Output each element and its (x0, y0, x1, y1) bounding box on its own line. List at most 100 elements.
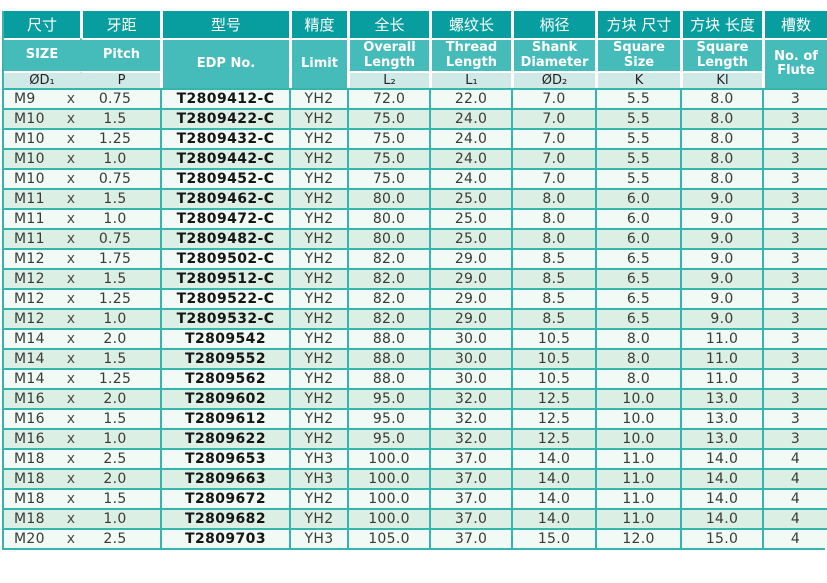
cell-pitch: 1.0 (103, 211, 127, 228)
header-en-limit: Limit (289, 38, 347, 89)
cell-edp: T2809432-C (160, 128, 289, 149)
cell-square-size: 6.5 (595, 268, 680, 289)
cell-size: M10 (14, 171, 45, 188)
header-sym-l2: L₂ (347, 71, 429, 89)
cell-limit: YH2 (289, 408, 347, 429)
cell-pitch: 1.0 (103, 311, 127, 328)
cell-thread-length: 37.0 (429, 448, 511, 469)
cell-square-length: 9.0 (680, 268, 762, 289)
cell-flutes: 3 (762, 368, 827, 389)
cell-size: M14 (14, 351, 45, 368)
cell-limit: YH2 (289, 148, 347, 169)
header-cn-shank-diameter: 柄径 (511, 11, 595, 38)
cell-shank-diameter: 8.0 (511, 208, 595, 229)
cell-square-length: 15.0 (680, 528, 762, 549)
cell-overall-length: 100.0 (347, 468, 429, 489)
cell-pitch: 1.5 (103, 191, 127, 208)
cell-flutes: 3 (762, 288, 827, 309)
cell-size-pitch: M12 x 1.0 (4, 308, 160, 329)
cell-edp: T2809672 (160, 488, 289, 509)
header-cn-pitch: 牙距 (80, 11, 160, 38)
cell-edp: T2809512-C (160, 268, 289, 289)
cell-pitch-separator: x (66, 371, 76, 388)
cell-square-length: 13.0 (680, 388, 762, 409)
cell-size-pitch: M14 x 2.0 (4, 328, 160, 349)
cell-square-size: 11.0 (595, 488, 680, 509)
cell-shank-diameter: 8.5 (511, 268, 595, 289)
cell-size-pitch: M9 x 0.75 (4, 88, 160, 109)
cell-size-pitch: M14 x 1.5 (4, 348, 160, 369)
header-cn-limit: 精度 (289, 11, 347, 38)
header-sym-l1: L₁ (429, 71, 511, 89)
cell-pitch: 1.5 (103, 491, 127, 508)
spec-table: 尺寸 牙距 型号 精度 全长 螺纹长 柄径 方块 尺寸 方块 长度 槽数 SIZ… (4, 11, 827, 549)
cell-edp: T2809472-C (160, 208, 289, 229)
cell-pitch-separator: x (66, 511, 76, 528)
cell-square-size: 11.0 (595, 508, 680, 529)
table-row: M18 x 1.0 T2809682 YH2 100.0 37.0 14.0 11.0 14.0 4 (4, 508, 827, 529)
cell-shank-diameter: 8.5 (511, 288, 595, 309)
cell-shank-diameter: 12.5 (511, 408, 595, 429)
cell-size-pitch: M12 x 1.75 (4, 248, 160, 269)
cell-flutes: 3 (762, 248, 827, 269)
header-en-square-size: Square Size (595, 38, 680, 72)
cell-size: M12 (14, 291, 45, 308)
cell-flutes: 4 (762, 488, 827, 509)
cell-edp: T2809622 (160, 428, 289, 449)
cell-size-pitch: M11 x 1.5 (4, 188, 160, 209)
header-en-flutes: No. of Flute (762, 38, 827, 89)
cell-square-length: 9.0 (680, 308, 762, 329)
cell-thread-length: 37.0 (429, 528, 511, 549)
cell-square-length: 8.0 (680, 148, 762, 169)
table-row: M12 x 1.25 T2809522-C YH2 82.0 29.0 8.5 6.5 9.0 3 (4, 288, 827, 309)
table-row: M16 x 1.5 T2809612 YH2 95.0 32.0 12.5 10.0 13.0 3 (4, 408, 827, 429)
header-row-en: SIZE Pitch EDP No. Limit Overall Length … (4, 38, 827, 89)
cell-pitch: 1.0 (103, 151, 127, 168)
cell-limit: YH2 (289, 268, 347, 289)
cell-edp: T2809502-C (160, 248, 289, 269)
cell-pitch: 1.0 (103, 511, 127, 528)
cell-square-length: 9.0 (680, 208, 762, 229)
cell-edp: T2809422-C (160, 108, 289, 129)
cell-pitch: 1.25 (98, 371, 132, 388)
cell-limit: YH2 (289, 248, 347, 269)
header-cn-square-length: 方块 长度 (680, 11, 762, 38)
cell-thread-length: 37.0 (429, 488, 511, 509)
cell-size-pitch: M10 x 1.0 (4, 148, 160, 169)
cell-pitch-separator: x (66, 391, 76, 408)
cell-size: M18 (14, 511, 45, 528)
cell-pitch-separator: x (66, 151, 76, 168)
cell-square-size: 10.0 (595, 388, 680, 409)
cell-shank-diameter: 14.0 (511, 468, 595, 489)
cell-limit: YH3 (289, 448, 347, 469)
cell-thread-length: 37.0 (429, 508, 511, 529)
cell-pitch-separator: x (66, 271, 76, 288)
cell-pitch-separator: x (66, 211, 76, 228)
cell-limit: YH2 (289, 88, 347, 109)
cell-edp: T2809663 (160, 468, 289, 489)
cell-limit: YH2 (289, 368, 347, 389)
cell-size-pitch: M14 x 1.25 (4, 368, 160, 389)
cell-shank-diameter: 12.5 (511, 428, 595, 449)
cell-square-length: 13.0 (680, 408, 762, 429)
cell-limit: YH2 (289, 288, 347, 309)
cell-edp: T2809682 (160, 508, 289, 529)
cell-size-pitch: M18 x 2.5 (4, 448, 160, 469)
cell-shank-diameter: 8.5 (511, 248, 595, 269)
cell-pitch: 1.25 (98, 131, 132, 148)
cell-overall-length: 95.0 (347, 408, 429, 429)
cell-thread-length: 29.0 (429, 308, 511, 329)
cell-edp: T2809442-C (160, 148, 289, 169)
table-row: M12 x 1.5 T2809512-C YH2 82.0 29.0 8.5 6.5 9.0 3 (4, 268, 827, 289)
cell-square-size: 5.5 (595, 148, 680, 169)
cell-edp: T2809703 (160, 528, 289, 549)
header-en-pitch: Pitch (80, 38, 160, 72)
cell-thread-length: 30.0 (429, 328, 511, 349)
cell-pitch-separator: x (66, 491, 76, 508)
cell-size-pitch: M11 x 0.75 (4, 228, 160, 249)
header-en-thread-length: Thread Length (429, 38, 511, 72)
cell-square-size: 5.5 (595, 128, 680, 149)
cell-thread-length: 24.0 (429, 148, 511, 169)
cell-thread-length: 29.0 (429, 268, 511, 289)
table-row: M9 x 0.75 T2809412-C YH2 72.0 22.0 7.0 5.5 8.0 3 (4, 88, 827, 109)
